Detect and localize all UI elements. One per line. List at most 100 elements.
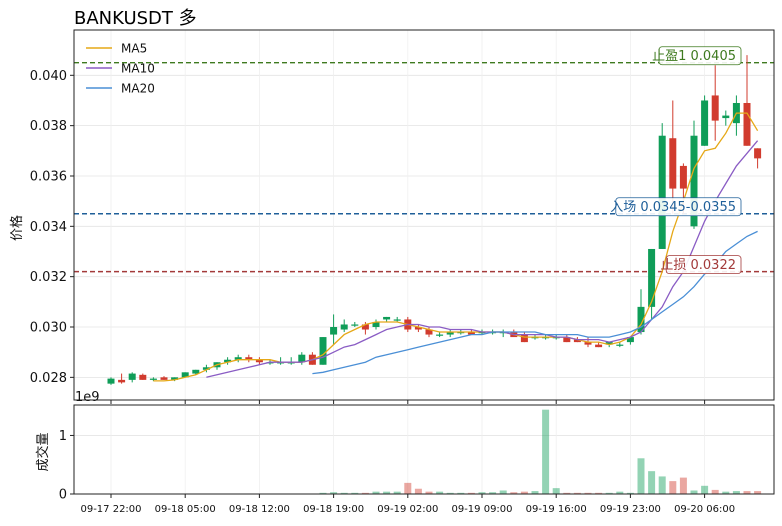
candle-body: [319, 337, 327, 365]
volume-bar: [361, 492, 369, 494]
x-tick-label: 09-19 16:00: [526, 504, 587, 515]
level-label: 入场 0.0345-0.0355: [610, 200, 736, 215]
x-tick-label: 09-18 19:00: [303, 504, 364, 515]
volume-bar: [372, 491, 380, 494]
volume-bar: [637, 458, 645, 494]
price-tick-label: 0.038: [30, 119, 67, 134]
volume-bar: [658, 476, 666, 494]
moving-average-lines: [153, 112, 759, 382]
candle-body: [181, 372, 189, 378]
candle-body: [128, 373, 136, 380]
volume-bar: [330, 492, 338, 494]
volume-plot-frame: [73, 404, 775, 495]
candle-body: [584, 342, 592, 345]
volume-bar: [436, 491, 444, 494]
candle-body: [690, 135, 698, 227]
volume-bar: [414, 488, 422, 494]
volume-bar: [446, 492, 454, 494]
price-tick-label: 0.034: [30, 220, 67, 235]
x-tick-label: 09-20 06:00: [674, 504, 735, 515]
candle-body: [626, 337, 634, 343]
volume-bar: [425, 491, 433, 494]
candle-body: [361, 324, 369, 330]
candle-body: [754, 148, 762, 159]
candle-body: [658, 135, 666, 249]
volume-bar: [542, 409, 550, 494]
volume-bar: [478, 492, 486, 494]
ma-line-ma5: [153, 112, 759, 382]
candle-body: [563, 337, 571, 343]
chart-title: BANKUSDT 多: [74, 8, 197, 29]
candle-body: [595, 344, 603, 348]
volume-bar: [340, 492, 348, 494]
candle-body: [192, 369, 200, 374]
volume-tick-label: 0: [59, 488, 67, 503]
candle-body: [436, 334, 444, 336]
volume-bar: [595, 492, 603, 494]
candle-body: [160, 377, 168, 380]
x-tick-label: 09-17 22:00: [80, 504, 141, 515]
volume-bar: [701, 485, 709, 494]
legend-label: MA10: [121, 62, 155, 76]
price-tick-label: 0.030: [30, 321, 67, 336]
volume-bar: [393, 491, 401, 494]
legend-label: MA5: [121, 42, 147, 56]
price-axis-label: 价格: [9, 215, 25, 241]
candle-body: [743, 102, 751, 146]
volume-bar: [467, 492, 475, 494]
level-label: 止盈1 0.0405: [652, 49, 736, 64]
candle-body: [107, 378, 115, 384]
volume-bar: [679, 477, 687, 494]
candle-body: [171, 377, 179, 380]
candle-body: [372, 321, 380, 328]
candle-body: [149, 378, 157, 380]
level-label-box: [665, 255, 742, 275]
x-tick-label: 09-18 12:00: [229, 504, 290, 515]
volume-bar: [563, 492, 571, 494]
candle-body: [669, 138, 677, 189]
level-label-box: [615, 197, 742, 217]
candle-body: [425, 329, 433, 335]
candle-body: [224, 359, 232, 363]
volume-bar: [319, 492, 327, 494]
candle-body: [298, 354, 306, 363]
volume-bar: [499, 490, 507, 494]
volume-bar: [383, 491, 391, 494]
volume-bar: [520, 491, 528, 494]
legend: MA5 MA10 MA20: [86, 42, 155, 96]
x-tick-label: 09-19 23:00: [600, 504, 661, 515]
price-tick-label: 0.028: [30, 371, 67, 386]
candle-body: [648, 248, 656, 307]
candle-body: [637, 306, 645, 333]
candles: [107, 55, 762, 385]
candle-body: [701, 100, 709, 146]
candle-body: [722, 115, 730, 119]
volume-bar: [690, 490, 698, 494]
volume-bar: [648, 471, 656, 494]
candle-body: [234, 357, 242, 360]
volume-bar: [457, 492, 465, 494]
price-tick-label: 0.036: [30, 169, 67, 184]
x-tick-label: 09-19 02:00: [377, 504, 438, 515]
price-tick-label: 0.032: [30, 270, 67, 285]
volume-bar: [743, 491, 751, 494]
volume-bar: [711, 489, 719, 494]
volume-bar: [584, 492, 592, 494]
volume-bar: [404, 482, 412, 494]
price-plot-frame: [73, 29, 775, 401]
axes: 0.028 0.030 0.032 0.034 0.036 0.038 0.040 0 1 09-…: [30, 29, 775, 515]
level-label: 止损 0.0322: [660, 258, 736, 273]
volume-bar: [722, 491, 730, 494]
volume-bar: [531, 491, 539, 494]
volume-bars: [107, 409, 762, 495]
x-tick-label: 09-18 05:00: [155, 504, 216, 515]
candle-body: [467, 332, 475, 335]
volume-bar: [669, 481, 677, 494]
ma-line-ma10: [206, 140, 759, 378]
candle-body: [202, 367, 210, 370]
candle-body: [393, 319, 401, 321]
ma-line-ma20: [312, 230, 758, 375]
x-tick-label: 09-19 09:00: [451, 504, 512, 515]
level-label-box: [658, 46, 742, 66]
candle-body: [573, 339, 581, 343]
